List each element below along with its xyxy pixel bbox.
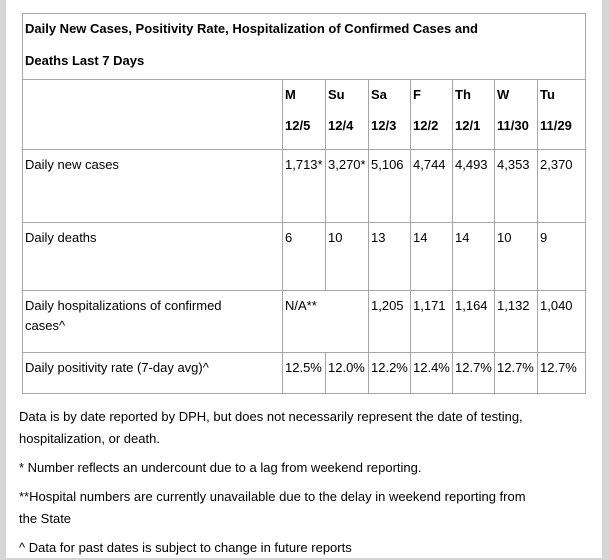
- row-label-new-cases: Daily new cases: [22, 149, 283, 223]
- date-label: 11/30: [497, 118, 529, 133]
- data-cell: 1,164: [452, 290, 495, 353]
- data-cell: 12.7%: [452, 352, 495, 394]
- data-cell: 4,493: [452, 149, 495, 223]
- row-label-positivity: Daily positivity rate (7-day avg)^: [22, 352, 283, 394]
- data-cell: 12.4%: [410, 352, 453, 394]
- data-cell: 12.2%: [368, 352, 411, 394]
- column-header-sun: Su 12/4: [325, 79, 369, 150]
- row-label-line2: cases^: [25, 318, 66, 333]
- data-cell: 4,744: [410, 149, 453, 223]
- day-label: M: [285, 87, 296, 102]
- day-label: W: [497, 87, 510, 102]
- date-label: 11/29: [540, 118, 572, 133]
- day-label: F: [413, 87, 421, 102]
- data-cell: 1,171: [410, 290, 453, 353]
- row-label-deaths: Daily deaths: [22, 222, 283, 291]
- page-title-line2: Deaths Last 7 Days: [25, 53, 145, 68]
- footnote-double-asterisk: **Hospital numbers are currently unavail…: [19, 486, 588, 530]
- day-label: Tu: [540, 87, 555, 102]
- covid-stats-table: Daily New Cases, Positivity Rate, Hospit…: [21, 13, 587, 394]
- page-content: Daily New Cases, Positivity Rate, Hospit…: [6, 0, 602, 558]
- column-header-sat: Sa 12/3: [368, 79, 411, 150]
- empty-corner-cell: [22, 79, 283, 150]
- date-label: 12/4: [328, 118, 354, 133]
- row-label-hospitalizations: Daily hospitalizations of confirmed case…: [22, 290, 283, 353]
- table-title-row: Daily New Cases, Positivity Rate, Hospit…: [21, 13, 587, 80]
- table-title-cell: Daily New Cases, Positivity Rate, Hospit…: [21, 13, 587, 80]
- table-row-deaths: Daily deaths 6 10 13 14 14 10 9: [22, 222, 587, 291]
- data-cell: 5,106: [368, 149, 411, 223]
- data-cell: 10: [325, 222, 369, 291]
- data-cell-na: N/A**: [282, 290, 369, 353]
- day-label: Sa: [371, 87, 387, 102]
- date-label: 12/3: [371, 118, 397, 133]
- data-cell: 9: [536, 222, 587, 291]
- column-header-tue: Tu 11/29: [536, 79, 587, 150]
- date-label: 12/5: [285, 118, 311, 133]
- day-label: Th: [455, 87, 471, 102]
- data-cell: 14: [410, 222, 453, 291]
- footnote-reporting: Data is by date reported by DPH, but doe…: [19, 406, 588, 450]
- column-header-thu: Th 12/1: [452, 79, 495, 150]
- data-cell: 13: [368, 222, 411, 291]
- data-cell: 12.7%: [536, 352, 587, 394]
- footnote-caret: ^ Data for past dates is subject to chan…: [19, 540, 352, 555]
- date-label: 12/2: [413, 118, 439, 133]
- column-header-mon: M 12/5: [282, 79, 326, 150]
- table-row-new-cases: Daily new cases 1,713* 3,270* 5,106 4,74…: [22, 149, 587, 223]
- data-cell: 10: [494, 222, 538, 291]
- footnotes-section: Data is by date reported by DPH, but doe…: [19, 406, 588, 559]
- data-cell: 6: [282, 222, 326, 291]
- footnote-asterisk: * Number reflects an undercount due to a…: [19, 460, 422, 475]
- data-cell: 3,270*: [325, 149, 369, 223]
- data-cell: 14: [452, 222, 495, 291]
- footnote-reporting-line1: Data is by date reported by DPH, but doe…: [19, 409, 523, 424]
- footnote-double-asterisk-line2: the State: [19, 511, 72, 526]
- data-cell: 1,040: [536, 290, 587, 353]
- data-cell: 12.0%: [325, 352, 369, 394]
- data-cell: 12.7%: [494, 352, 538, 394]
- column-header-row: M 12/5 Su 12/4 Sa 12/3 F 12/2 Th 12/1 W …: [22, 79, 587, 150]
- footnote-double-asterisk-line1: **Hospital numbers are currently unavail…: [19, 489, 526, 504]
- data-cell: 1,205: [368, 290, 411, 353]
- data-cell: 12.5%: [282, 352, 326, 394]
- table-row-positivity: Daily positivity rate (7-day avg)^ 12.5%…: [22, 352, 587, 394]
- column-header-wed: W 11/30: [494, 79, 538, 150]
- data-cell: 2,370: [536, 149, 587, 223]
- page-title-line1: Daily New Cases, Positivity Rate, Hospit…: [25, 21, 478, 36]
- footnote-reporting-line2: hospitalization, or death.: [19, 431, 160, 446]
- date-label: 12/1: [455, 118, 481, 133]
- day-label: Su: [328, 87, 345, 102]
- column-header-fri: F 12/2: [410, 79, 453, 150]
- data-cell: 1,713*: [282, 149, 326, 223]
- data-cell: 1,132: [494, 290, 538, 353]
- data-cell: 4,353: [494, 149, 538, 223]
- table-row-hospitalizations: Daily hospitalizations of confirmed case…: [22, 290, 587, 353]
- row-label-line1: Daily hospitalizations of confirmed: [25, 298, 222, 313]
